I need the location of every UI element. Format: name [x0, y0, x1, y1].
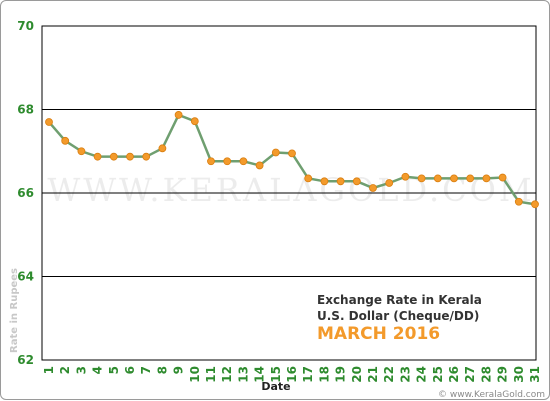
data-point: [304, 174, 313, 183]
data-point: [174, 111, 183, 119]
x-tick-label: 13: [236, 366, 250, 383]
x-tick-label: 17: [301, 366, 315, 383]
x-tick-label: 5: [107, 366, 121, 374]
data-point: [369, 184, 377, 192]
x-tick-label: 15: [269, 366, 283, 383]
series-usd: [45, 111, 539, 209]
x-tick-label: 30: [512, 366, 526, 383]
data-point: [482, 174, 491, 183]
y-tick-label: 68: [17, 103, 34, 117]
data-point: [45, 118, 53, 126]
x-tick-label: 8: [155, 366, 169, 374]
data-point: [433, 174, 442, 183]
x-axis-label: Date: [261, 380, 290, 393]
x-tick-label: 26: [447, 366, 461, 383]
x-tick-label: 11: [204, 366, 218, 383]
data-point: [531, 200, 539, 209]
x-tick-label: 28: [479, 366, 493, 383]
data-point: [401, 172, 410, 181]
y-tick-label: 64: [17, 270, 34, 284]
data-point: [385, 179, 394, 187]
x-tick-label: 10: [188, 366, 202, 383]
x-tick-label: 29: [496, 366, 510, 383]
data-point: [450, 174, 458, 183]
x-tick-label: 16: [285, 366, 299, 383]
data-point: [207, 157, 215, 166]
data-point: [239, 157, 248, 166]
x-tick-label: 3: [74, 366, 88, 374]
x-tick-label: 1: [42, 366, 56, 374]
x-tick-label: 2: [58, 366, 72, 374]
x-tick-label: 14: [253, 366, 267, 383]
data-point: [190, 117, 199, 126]
x-tick-label: 21: [366, 366, 380, 383]
data-point: [271, 148, 280, 157]
y-tick-labels: 62 64 66 68 70: [17, 19, 34, 367]
x-tick-label: 9: [172, 366, 186, 374]
x-tick-label: 20: [350, 366, 364, 383]
x-tick-labels: 1 2 3 4 5 6 7 8 9 10 11 12 13 14 15 16 17 18 19 20 21 22 23 24 2…: [42, 366, 542, 383]
x-tick-label: 27: [463, 366, 477, 383]
data-point: [223, 157, 232, 166]
x-tick-label: 24: [415, 366, 429, 383]
x-tick-label: 4: [91, 366, 105, 374]
data-point: [288, 149, 296, 158]
data-point: [417, 174, 426, 183]
x-tick-label: 18: [317, 366, 331, 383]
data-point: [61, 136, 70, 145]
y-tick-label: 62: [17, 353, 34, 367]
y-axis-label: Rate in Rupees: [9, 268, 20, 353]
data-point: [93, 152, 102, 161]
x-tick-label: 12: [220, 366, 234, 383]
x-tick-label: 25: [431, 366, 445, 383]
y-tick-label: 70: [17, 19, 34, 33]
x-tick-label: 22: [382, 366, 396, 383]
data-point: [158, 144, 167, 153]
plot-area: [41, 25, 537, 361]
y-tick-label: 66: [17, 186, 34, 200]
data-point: [109, 152, 118, 161]
data-point: [142, 152, 151, 161]
x-tick-label: 19: [334, 366, 348, 383]
chart-title: Exchange Rate in Kerala: [317, 293, 482, 307]
x-tick-label: 6: [123, 366, 137, 374]
x-tick-label: 23: [398, 366, 412, 383]
x-tick-label: 31: [528, 366, 542, 383]
data-point: [255, 161, 264, 170]
watermark: WWW.KERALAGOLD.COM: [47, 171, 534, 209]
data-point: [352, 177, 361, 186]
data-point: [466, 174, 475, 183]
data-point: [336, 177, 345, 186]
x-tick-label: 7: [139, 366, 153, 374]
data-point: [126, 152, 134, 161]
data-point: [320, 177, 329, 186]
data-point: [514, 197, 523, 206]
data-point: [498, 173, 507, 182]
chart-subtitle: U.S. Dollar (Cheque/DD): [317, 309, 479, 323]
data-point: [77, 147, 86, 156]
chart-period: MARCH 2016: [317, 324, 440, 344]
grid-lines: [42, 109, 536, 277]
copyright-note: © www.KeralaGold.com: [438, 390, 545, 400]
